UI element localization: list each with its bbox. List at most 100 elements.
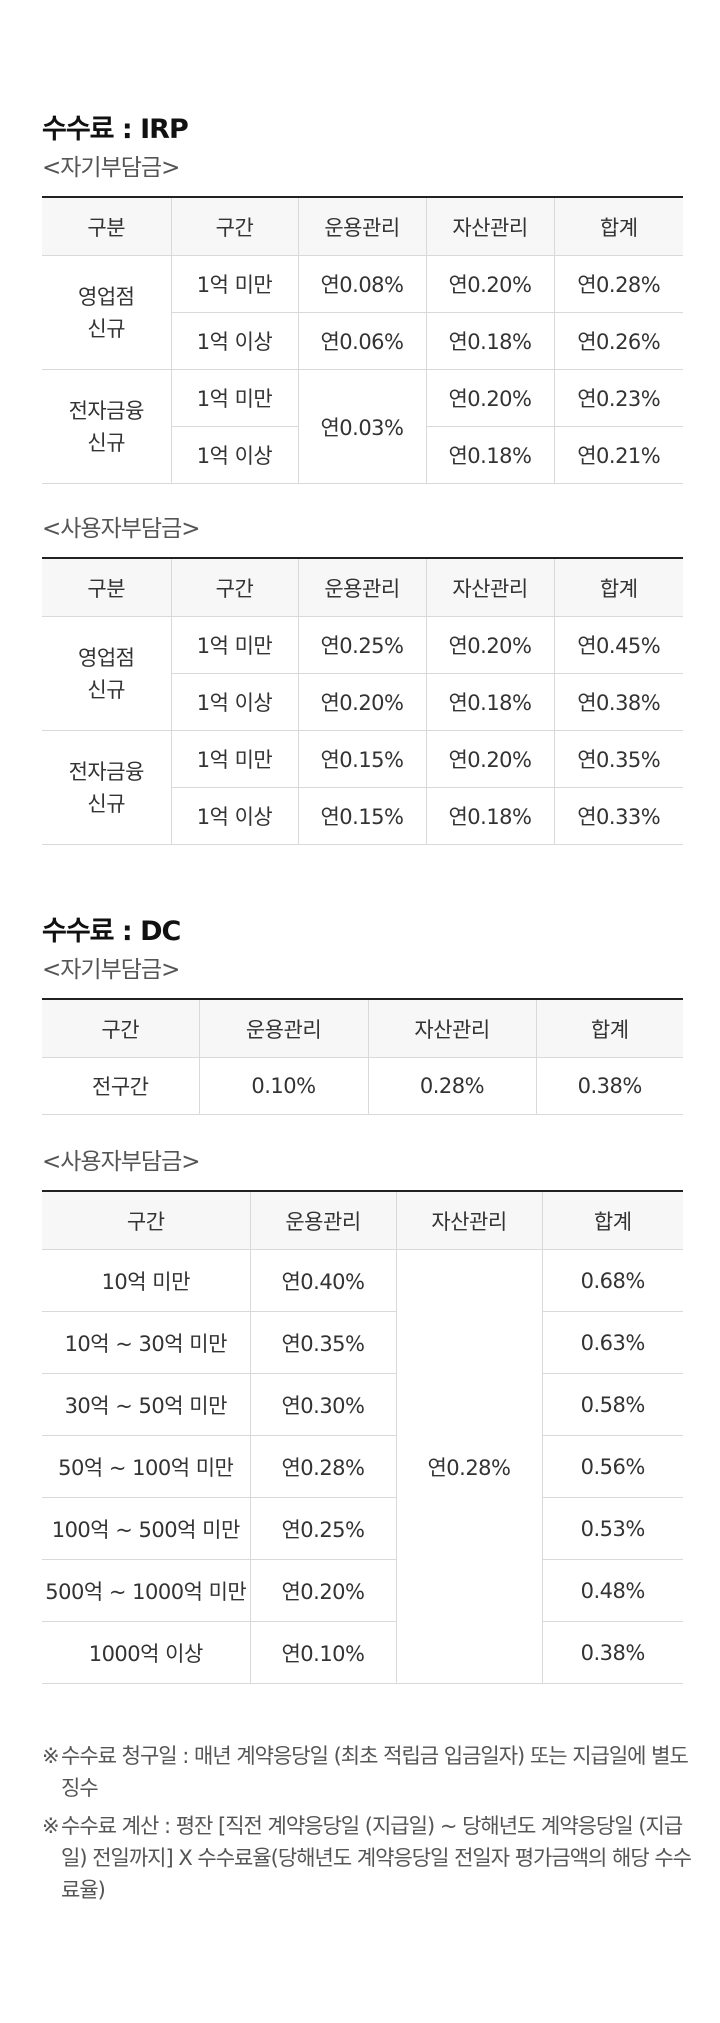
range-cell: 1억 이상 bbox=[170, 426, 298, 484]
table-row: 영업점 신규 1억 미만 연0.08% 연0.20% 연0.28% bbox=[42, 255, 683, 370]
range-cell: 10억 ~ 30억 미만 bbox=[42, 1311, 250, 1374]
mgmt-fee-cell: 연0.15% bbox=[297, 787, 426, 845]
dc-employer-subtitle: <사용자부담금> bbox=[42, 1149, 201, 1175]
asset-fee-cell: 연0.20% bbox=[425, 730, 554, 788]
mgmt-fee-cell: 연0.25% bbox=[297, 616, 426, 674]
total-fee-cell: 연0.35% bbox=[553, 730, 683, 788]
dc-self-subtitle: <자기부담금> bbox=[42, 957, 180, 983]
table-header-row: 구분 구간 운용관리 자산관리 합계 bbox=[42, 558, 683, 617]
category-line: 영업점 bbox=[78, 284, 135, 309]
header-asset-fee: 자산관리 bbox=[425, 558, 554, 617]
note-billing-date: ※ 수수료 청구일 : 매년 계약응당일 (최초 적립금 입금일자) 또는 지급… bbox=[42, 1740, 692, 1804]
range-cell: 1억 미만 bbox=[170, 616, 298, 674]
category-line: 영업점 bbox=[78, 645, 135, 670]
total-fee-cell: 연0.26% bbox=[553, 312, 683, 370]
header-category: 구분 bbox=[42, 197, 171, 256]
header-range: 구간 bbox=[170, 558, 298, 617]
table-row: 100억 ~ 500억 미만 연0.25% 0.53% bbox=[42, 1497, 683, 1560]
range-cell: 10억 미만 bbox=[42, 1249, 250, 1312]
category-line: 전자금융 bbox=[68, 398, 145, 423]
header-total: 합계 bbox=[553, 197, 683, 256]
table-row: 1억 이상 연0.20% 연0.18% 연0.38% bbox=[42, 673, 683, 731]
range-cell: 1억 이상 bbox=[170, 312, 298, 370]
note-mark: ※ bbox=[42, 1744, 60, 1768]
mgmt-fee-cell: 연0.06% bbox=[297, 312, 426, 370]
mgmt-fee-cell: 연0.08% bbox=[297, 255, 426, 313]
category-cell: 영업점 신규 bbox=[42, 255, 171, 370]
range-cell: 50억 ~ 100억 미만 bbox=[42, 1435, 250, 1498]
range-cell: 1억 미만 bbox=[170, 255, 298, 313]
irp-employer-subtitle: <사용자부담금> bbox=[42, 516, 201, 542]
table-header-row: 구간 운용관리 자산관리 합계 bbox=[42, 1191, 683, 1250]
note-fee-calculation: ※ 수수료 계산 : 평잔 [직전 계약응당일 (지급일) ~ 당해년도 계약응… bbox=[42, 1810, 692, 1906]
total-fee-cell: 연0.28% bbox=[553, 255, 683, 313]
mgmt-fee-cell: 연0.10% bbox=[249, 1621, 396, 1684]
header-asset-fee: 자산관리 bbox=[425, 197, 554, 256]
asset-fee-cell: 연0.20% bbox=[425, 369, 554, 427]
header-mgmt-fee: 운용관리 bbox=[297, 197, 426, 256]
table-row: 500억 ~ 1000억 미만 연0.20% 0.48% bbox=[42, 1559, 683, 1622]
header-range: 구간 bbox=[170, 197, 298, 256]
table-row: 1000억 이상 연0.10% 0.38% bbox=[42, 1621, 683, 1684]
irp-section-title: 수수료 : IRP bbox=[42, 114, 189, 145]
note-mark: ※ bbox=[42, 1814, 60, 1838]
category-cell: 영업점 신규 bbox=[42, 616, 171, 731]
note-text: 수수료 청구일 : 매년 계약응당일 (최초 적립금 입금일자) 또는 지급일에… bbox=[61, 1744, 689, 1800]
table-row: 1억 이상 연0.06% 연0.18% 연0.26% bbox=[42, 312, 683, 370]
total-fee-cell: 연0.45% bbox=[553, 616, 683, 674]
table-row: 전구간 0.10% 0.28% 0.38% bbox=[42, 1057, 683, 1115]
table-row: 10억 미만 연0.40% 연0.28% 0.68% bbox=[42, 1249, 683, 1684]
asset-fee-cell: 연0.20% bbox=[425, 616, 554, 674]
asset-fee-cell: 연0.18% bbox=[425, 673, 554, 731]
total-fee-cell: 0.68% bbox=[541, 1249, 683, 1312]
irp-employer-table: 구분 구간 운용관리 자산관리 합계 영업점 신규 1억 미만 연0.25% 연… bbox=[42, 557, 683, 845]
range-cell: 100억 ~ 500억 미만 bbox=[42, 1497, 250, 1560]
table-row: 10억 ~ 30억 미만 연0.35% 0.63% bbox=[42, 1311, 683, 1374]
table-header-row: 구분 구간 운용관리 자산관리 합계 bbox=[42, 197, 683, 256]
total-fee-cell: 0.53% bbox=[541, 1497, 683, 1560]
range-cell: 500억 ~ 1000억 미만 bbox=[42, 1559, 250, 1622]
range-cell: 1억 이상 bbox=[170, 787, 298, 845]
asset-fee-cell: 연0.18% bbox=[425, 312, 554, 370]
fee-notes: ※ 수수료 청구일 : 매년 계약응당일 (최초 적립금 입금일자) 또는 지급… bbox=[42, 1740, 692, 1912]
total-fee-cell: 0.38% bbox=[535, 1057, 683, 1115]
table-row: 영업점 신규 1억 미만 연0.25% 연0.20% 연0.45% bbox=[42, 616, 683, 731]
header-total: 합계 bbox=[535, 999, 683, 1058]
header-range: 구간 bbox=[42, 1191, 250, 1250]
header-mgmt-fee: 운용관리 bbox=[249, 1191, 396, 1250]
header-mgmt-fee: 운용관리 bbox=[297, 558, 426, 617]
header-asset-fee: 자산관리 bbox=[395, 1191, 542, 1250]
mgmt-fee-cell: 연0.40% bbox=[249, 1249, 396, 1312]
table-header-row: 구간 운용관리 자산관리 합계 bbox=[42, 999, 683, 1058]
range-cell: 1000억 이상 bbox=[42, 1621, 250, 1684]
category-line: 신규 bbox=[87, 791, 126, 816]
table-row: 50억 ~ 100억 미만 연0.28% 0.56% bbox=[42, 1435, 683, 1498]
mgmt-fee-cell: 연0.15% bbox=[297, 730, 426, 788]
mgmt-fee-cell: 연0.28% bbox=[249, 1435, 396, 1498]
total-fee-cell: 연0.23% bbox=[553, 369, 683, 427]
mgmt-fee-cell: 0.10% bbox=[198, 1057, 368, 1115]
category-line: 전자금융 bbox=[68, 759, 145, 784]
header-asset-fee: 자산관리 bbox=[367, 999, 536, 1058]
note-text: 수수료 계산 : 평잔 [직전 계약응당일 (지급일) ~ 당해년도 계약응당일… bbox=[61, 1814, 692, 1902]
category-line: 신규 bbox=[87, 430, 126, 455]
range-cell: 1억 미만 bbox=[170, 730, 298, 788]
asset-fee-cell: 연0.18% bbox=[425, 426, 554, 484]
mgmt-fee-merged-cell: 연0.03% bbox=[297, 369, 426, 484]
dc-section-title: 수수료 : DC bbox=[42, 916, 181, 947]
asset-fee-merged-cell: 연0.28% bbox=[395, 1249, 542, 1684]
irp-self-table: 구분 구간 운용관리 자산관리 합계 영업점 신규 1억 미만 연0.08% 연… bbox=[42, 196, 683, 484]
total-fee-cell: 0.63% bbox=[541, 1311, 683, 1374]
asset-fee-cell: 연0.18% bbox=[425, 787, 554, 845]
range-cell: 전구간 bbox=[42, 1057, 199, 1115]
dc-employer-table: 구간 운용관리 자산관리 합계 10억 미만 연0.40% 연0.28% 0.6… bbox=[42, 1190, 683, 1684]
table-row: 1억 이상 연0.18% 연0.21% bbox=[42, 426, 683, 484]
header-range: 구간 bbox=[42, 999, 199, 1058]
range-cell: 30억 ~ 50억 미만 bbox=[42, 1373, 250, 1436]
header-total: 합계 bbox=[553, 558, 683, 617]
header-category: 구분 bbox=[42, 558, 171, 617]
category-cell: 전자금융 신규 bbox=[42, 369, 171, 484]
asset-fee-cell: 연0.20% bbox=[425, 255, 554, 313]
mgmt-fee-cell: 연0.30% bbox=[249, 1373, 396, 1436]
range-cell: 1억 미만 bbox=[170, 369, 298, 427]
